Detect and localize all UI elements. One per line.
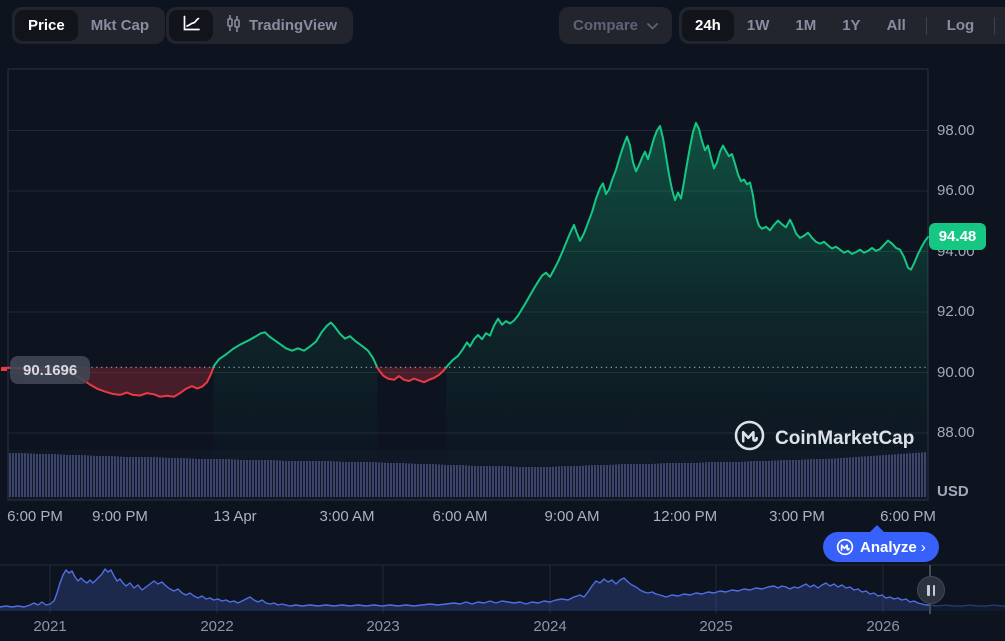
watermark-text: CoinMarketCap [775,427,915,449]
range-24h[interactable]: 24h [682,10,734,41]
divider [925,16,927,35]
chart-type-toggle: TradingView [166,7,354,44]
chevron-down-icon [647,17,658,34]
tradingview-button[interactable]: TradingView [213,10,350,41]
range-1m[interactable]: 1M [795,17,817,34]
watermark: CoinMarketCap [733,419,914,458]
coinmarketcap-logo-icon [733,419,766,458]
range-selector: 24h 1W 1M 1Y All Log [679,7,1005,44]
mktcap-tab[interactable]: Mkt Cap [90,17,150,34]
analyze-chevron: › [920,538,926,556]
brush-handle-bar [932,584,935,596]
baseline-tick [1,367,7,371]
analyze-logo-icon [836,538,854,556]
compare-label: Compare [573,17,639,34]
minimap-brush-handle[interactable] [917,576,945,604]
tradingview-label: TradingView [249,17,338,34]
brush-handle-bar [927,584,930,596]
price-tab[interactable]: Price [15,10,78,41]
candlestick-icon [226,14,241,37]
current-price-badge: 94.48 [929,223,986,250]
line-chart-icon [182,15,201,36]
range-1w[interactable]: 1W [746,17,770,34]
range-all[interactable]: All [886,17,906,34]
price-mktcap-toggle: Price Mkt Cap [12,7,166,44]
analyze-button[interactable]: Analyze › [823,525,939,562]
analyze-label: Analyze [860,538,917,556]
log-scale-button[interactable]: Log [946,17,975,34]
divider [994,16,996,35]
baseline-price-label: 90.1696 [10,356,91,384]
range-1y[interactable]: 1Y [842,17,861,34]
line-chart-button[interactable] [169,10,213,41]
compare-dropdown[interactable]: Compare [559,7,673,44]
